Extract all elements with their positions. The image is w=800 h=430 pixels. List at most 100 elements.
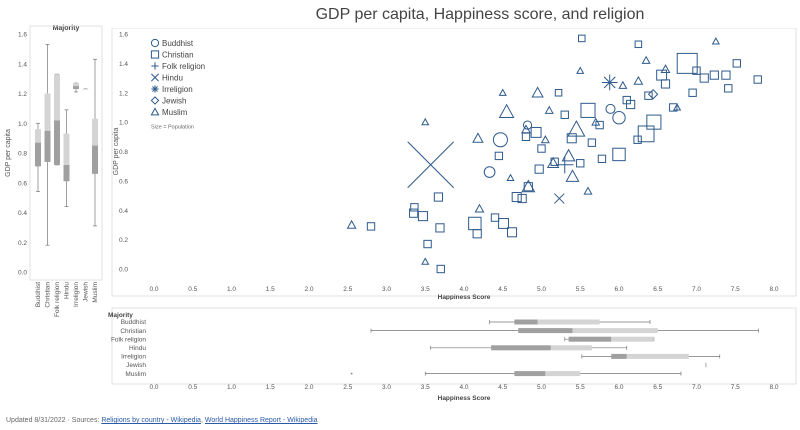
bottom-box-xtick: 1.0 (227, 384, 236, 391)
box-upper (54, 74, 60, 121)
point-irreligion (601, 74, 618, 91)
scatter-xtick: 2.5 (343, 286, 352, 293)
legend-item-jewish: Jewish (150, 96, 186, 106)
point-christian-shape (554, 88, 563, 97)
point-christian (517, 193, 527, 204)
point-buddhist-shape (492, 132, 508, 148)
point-muslim-shape (421, 257, 430, 265)
point-muslim-shape (660, 64, 671, 74)
point-christian-shape (472, 229, 482, 239)
box-lower (514, 371, 546, 377)
point-christian (753, 75, 762, 84)
scatter-ytick: 1.6 (119, 32, 128, 39)
point-muslim-shape (641, 55, 651, 64)
scatter-ytick: 1.4 (119, 61, 128, 68)
left-box-ytick: 0.2 (18, 240, 27, 247)
scatter-xtick: 6.0 (614, 286, 623, 293)
link-world-happiness-report[interactable]: World Happiness Report - Wikipedia (204, 417, 318, 424)
bottom-box-category: Hindu (129, 345, 146, 352)
point-christian (724, 84, 733, 93)
scatter-xtick: 1.5 (266, 286, 275, 293)
point-muslim (633, 75, 644, 85)
legend-icon-square-icon (150, 50, 160, 59)
scatter-xtick: 3.0 (382, 286, 391, 293)
point-muslim-shape (521, 179, 536, 193)
scatter-ytick: 0.8 (119, 149, 128, 156)
point-buddhist-shape (612, 111, 626, 125)
point-christian (435, 223, 445, 233)
legend-icon-cross-icon-b (151, 73, 159, 82)
link-religions-by-country[interactable]: Religions by country - Wikipedia (101, 417, 201, 424)
left-box-muslim: Muslim (92, 58, 99, 303)
box-upper (537, 319, 600, 325)
point-christian (669, 103, 678, 112)
box-lower (491, 345, 551, 351)
point-christian (709, 70, 719, 80)
point-christian-shape (597, 154, 607, 164)
point-christian-shape (709, 70, 719, 80)
point-christian (554, 88, 563, 97)
point-jewish (647, 88, 659, 100)
box-lower (514, 319, 538, 325)
point-buddhist (612, 111, 626, 125)
point-hindu-b (554, 193, 565, 204)
point-christian (633, 135, 642, 144)
bottom-box-category: Irreligion (121, 354, 146, 361)
point-christian-shape (676, 52, 698, 74)
point-muslim (618, 80, 628, 89)
box-upper (63, 133, 70, 165)
legend-icon-circle-icon (150, 38, 160, 48)
point-christian-shape (669, 103, 678, 112)
point-muslim (673, 103, 682, 111)
left-box-jewish: Jewish (82, 88, 90, 302)
point-muslim (641, 55, 651, 64)
point-christian-shape (576, 159, 585, 168)
point-christian (732, 59, 741, 68)
scatter-ytick: 0.0 (119, 267, 128, 274)
point-christian-shape (692, 66, 701, 75)
legend-item-folk-religion: Folk religion (151, 62, 205, 71)
point-christian (560, 110, 569, 119)
point-christian (417, 211, 428, 222)
point-christian-shape (732, 59, 741, 68)
left-box-ytick: 1.6 (18, 32, 27, 39)
legend-label: Buddhist (162, 39, 194, 48)
point-christian-shape (578, 34, 586, 43)
point-christian (699, 73, 709, 83)
scatter-legend: Buddhist Christian Folk religion Hindu Irrel… (150, 38, 205, 131)
point-muslim (498, 103, 515, 118)
point-christian-shape (566, 133, 577, 144)
point-muslim-shape (531, 86, 544, 98)
footer-sources: Updated 8/31/2022 · Sources: Religions b… (6, 417, 318, 424)
point-christian (468, 216, 482, 231)
bottom-box-xtick: 3.0 (382, 384, 391, 391)
point-muslim (591, 117, 601, 126)
point-christian (472, 229, 482, 239)
bottom-box-category: Folk religion (111, 336, 146, 343)
scatter-ytick: 1.2 (119, 90, 128, 97)
point-hindu-b (407, 141, 455, 189)
left-box-frame (29, 25, 103, 281)
left-box-irreligion: Irreligion (73, 82, 80, 307)
bottom-box-xtick: 7.0 (692, 384, 701, 391)
point-christian-shape (622, 95, 631, 105)
point-christian (433, 192, 444, 202)
scatter-xlabel: Happiness Score (438, 294, 491, 300)
scatter-xtick: 8.0 (769, 286, 778, 293)
point-christian (537, 144, 546, 153)
box-lower (568, 336, 612, 342)
point-christian-shape (530, 126, 542, 138)
box-upper (92, 118, 98, 146)
bottom-box-xtick: 6.0 (614, 384, 623, 391)
bottom-box-xtick: 0.0 (149, 384, 158, 391)
left-boxplot-gdp: Majority GDP per capita 0.0 0.2 0.4 0.6 0.8 1.0… (5, 25, 103, 317)
box-lower (54, 120, 60, 165)
point-christian-shape (498, 218, 509, 229)
left-box-title: Majority (53, 25, 80, 32)
legend-icon-diamond-icon (150, 96, 160, 105)
left-box-ytick: 0.8 (18, 151, 27, 158)
point-muslim (561, 148, 576, 162)
point-christian (409, 208, 419, 218)
point-muslim-shape (540, 135, 550, 144)
scatter-ytick: 0.2 (119, 237, 128, 244)
